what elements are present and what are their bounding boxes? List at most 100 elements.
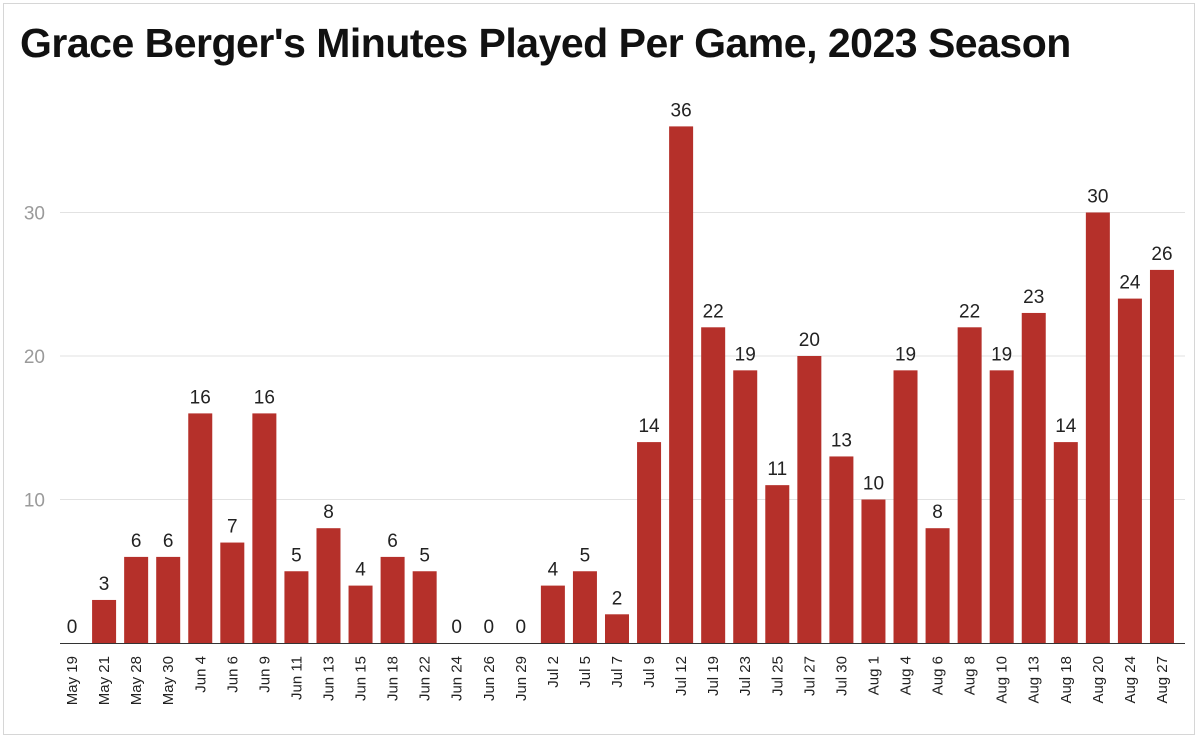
bar xyxy=(701,327,726,643)
x-tick-label: Aug 13 xyxy=(1026,656,1043,704)
y-axis-ticks: 10 20 30 xyxy=(24,204,45,512)
data-label: 11 xyxy=(767,459,787,480)
bar xyxy=(605,614,629,643)
data-label: 8 xyxy=(932,502,943,523)
data-label: 30 xyxy=(1087,187,1108,208)
bar xyxy=(252,413,277,643)
bar xyxy=(284,571,309,643)
x-tick-label: Jun 4 xyxy=(192,656,209,693)
data-label: 0 xyxy=(516,617,527,638)
data-label: 0 xyxy=(483,617,494,638)
y-tick-label: 10 xyxy=(24,491,45,512)
data-label: 6 xyxy=(163,531,174,552)
data-label: 2 xyxy=(612,588,623,609)
bar xyxy=(957,327,982,643)
x-tick-label: Jun 18 xyxy=(385,656,402,701)
data-label: 4 xyxy=(355,560,366,581)
data-label: 8 xyxy=(323,502,334,523)
x-tick-label: Aug 4 xyxy=(898,656,915,695)
bar xyxy=(829,456,854,643)
data-label: 5 xyxy=(419,545,430,566)
x-tick-label: Jun 6 xyxy=(224,656,241,693)
x-tick-label: Aug 18 xyxy=(1058,656,1075,704)
bar xyxy=(669,126,694,643)
bar xyxy=(989,370,1014,643)
x-tick-label: Jul 25 xyxy=(769,656,786,696)
bar xyxy=(765,485,790,643)
x-tick-label: Jul 27 xyxy=(801,656,818,696)
x-axis-ticks: May 19 May 21 May 28 May 30 Jun 4 Jun 6 Jun 9 J… xyxy=(64,656,1171,705)
x-tick-label: Jul 7 xyxy=(609,656,626,688)
data-label: 5 xyxy=(580,545,591,566)
bar xyxy=(1149,269,1174,643)
bar xyxy=(1117,298,1142,643)
data-label: 7 xyxy=(227,517,238,538)
data-label: 3 xyxy=(99,574,110,595)
data-label: 13 xyxy=(831,430,852,451)
x-tick-label: Jul 23 xyxy=(737,656,754,696)
bar xyxy=(156,556,181,643)
x-tick-label: Jun 15 xyxy=(353,656,370,701)
x-tick-label: Aug 27 xyxy=(1154,656,1171,704)
gridlines xyxy=(60,212,1185,500)
x-tick-label: May 19 xyxy=(64,656,81,705)
x-tick-label: Jun 29 xyxy=(513,656,530,701)
data-label: 19 xyxy=(735,344,756,365)
x-tick-label: Aug 8 xyxy=(962,656,979,695)
x-tick-label: May 21 xyxy=(96,656,113,705)
bar xyxy=(188,413,213,643)
bar xyxy=(220,542,245,643)
x-tick-label: Aug 6 xyxy=(930,656,947,695)
x-tick-label: Jul 30 xyxy=(833,656,850,696)
data-label: 24 xyxy=(1119,273,1141,294)
bar xyxy=(348,585,373,643)
bar xyxy=(412,571,437,643)
bar xyxy=(572,571,597,643)
bar xyxy=(540,585,565,643)
x-tick-label: Jun 24 xyxy=(449,656,466,701)
data-label: 20 xyxy=(799,330,820,351)
x-tick-label: Jul 2 xyxy=(545,656,562,688)
bar xyxy=(92,599,117,643)
data-label: 6 xyxy=(131,531,142,552)
x-tick-label: May 28 xyxy=(128,656,145,705)
x-tick-label: Aug 24 xyxy=(1122,656,1139,704)
data-label: 16 xyxy=(254,387,275,408)
bar xyxy=(1053,442,1078,643)
data-label: 5 xyxy=(291,545,302,566)
bar xyxy=(797,356,822,643)
chart-title: Grace Berger's Minutes Played Per Game, … xyxy=(20,20,1071,66)
x-tick-label: May 30 xyxy=(160,656,177,705)
x-tick-label: Jun 9 xyxy=(256,656,273,693)
bar xyxy=(925,528,950,643)
x-tick-label: Jun 26 xyxy=(481,656,498,701)
data-label: 14 xyxy=(1055,416,1077,437)
bar xyxy=(893,370,918,643)
data-label: 19 xyxy=(895,344,916,365)
bars xyxy=(92,126,1174,643)
x-tick-label: Jul 9 xyxy=(641,656,658,688)
x-tick-label: Jul 19 xyxy=(705,656,722,696)
data-label: 0 xyxy=(451,617,462,638)
data-label: 36 xyxy=(671,100,692,121)
data-label: 0 xyxy=(67,617,78,638)
data-label: 26 xyxy=(1151,244,1172,265)
bar xyxy=(733,370,758,643)
data-label: 16 xyxy=(190,387,211,408)
data-label: 10 xyxy=(863,474,884,495)
bar xyxy=(861,499,886,643)
bar xyxy=(1021,312,1046,643)
x-tick-label: Jun 22 xyxy=(417,656,434,701)
x-tick-label: Aug 10 xyxy=(994,656,1011,704)
y-tick-label: 30 xyxy=(24,204,45,225)
bar xyxy=(380,556,405,643)
x-tick-label: Jul 5 xyxy=(577,656,594,688)
bar xyxy=(1085,212,1110,643)
x-tick-label: Jun 13 xyxy=(320,656,337,701)
x-tick-label: Jul 12 xyxy=(673,656,690,696)
x-tick-label: Aug 20 xyxy=(1090,656,1107,704)
y-tick-label: 20 xyxy=(24,347,45,368)
data-label: 19 xyxy=(991,344,1012,365)
